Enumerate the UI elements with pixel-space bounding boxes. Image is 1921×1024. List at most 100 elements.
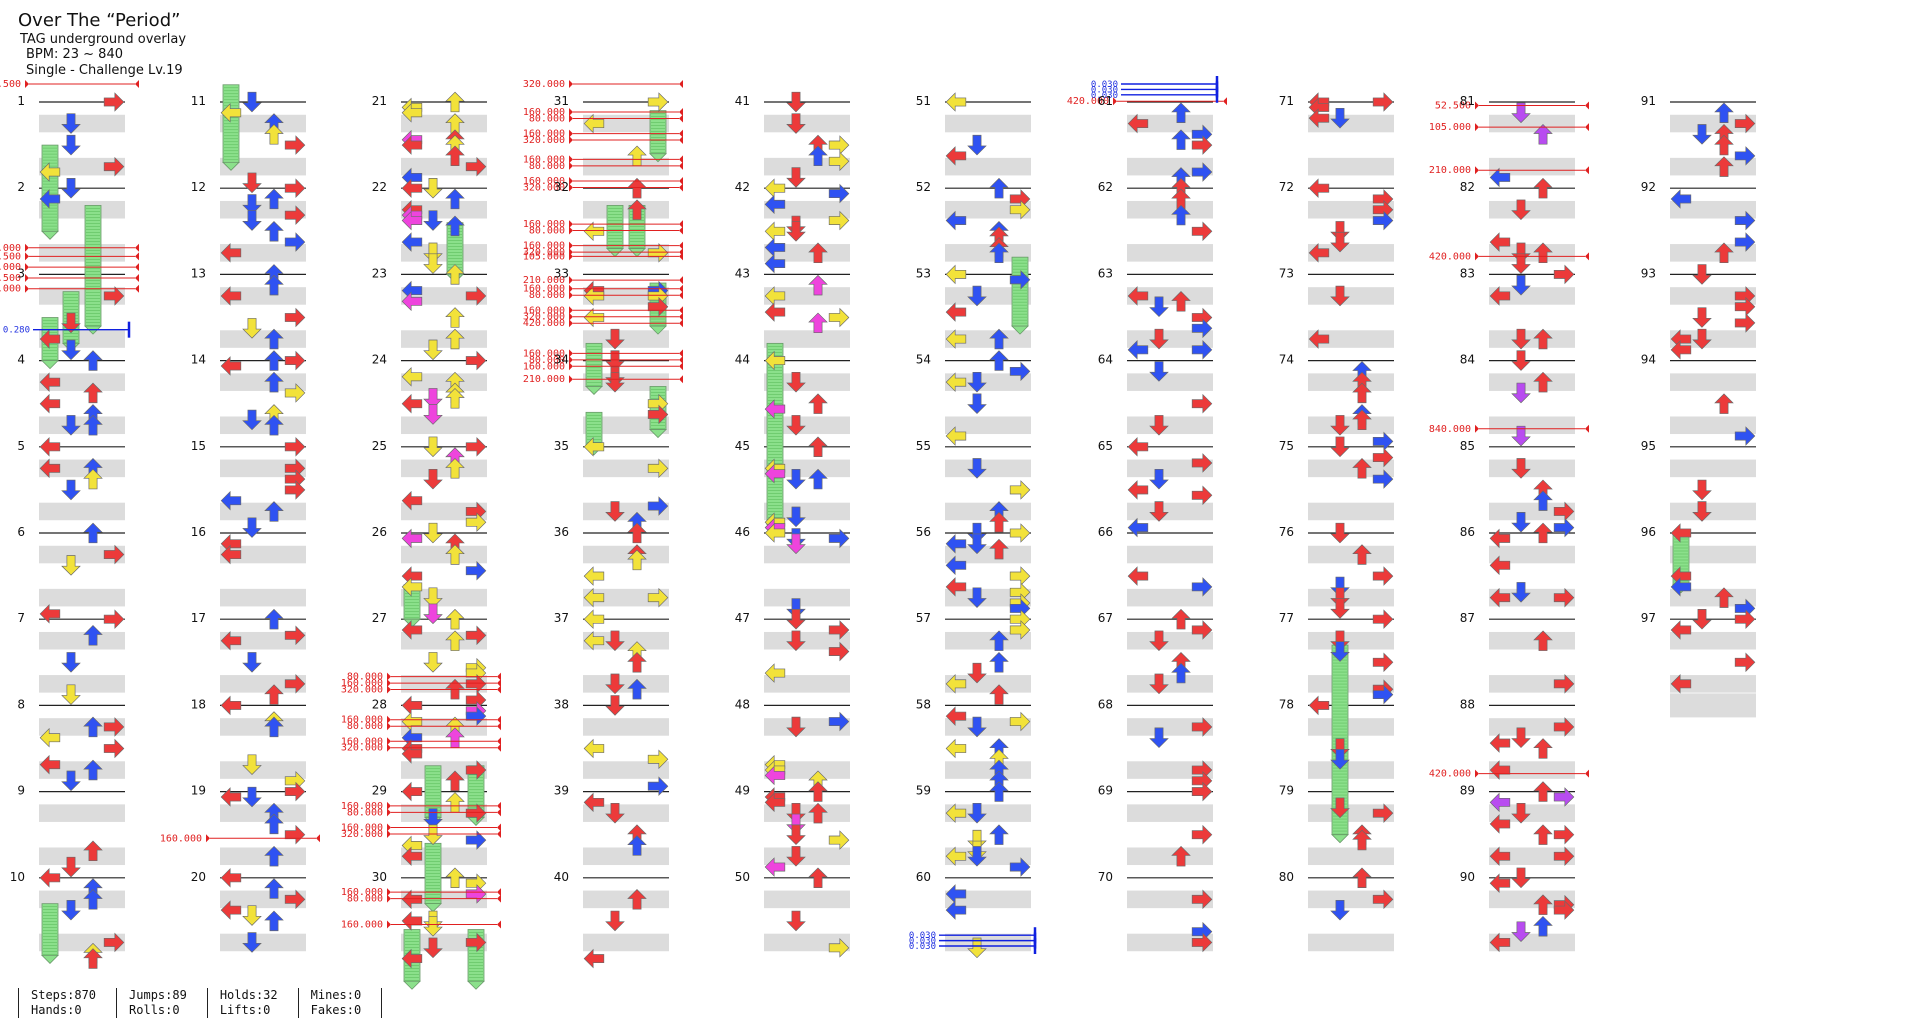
beat-band [39,761,125,779]
arrow-left-icon [1489,528,1511,548]
bpm-change-label: 160.000 [523,176,565,187]
measure-number: 79 [1279,784,1294,798]
measure-number: 29 [372,784,387,798]
bpm-marker-left [25,273,29,282]
bpm-marker-right [497,672,501,681]
bpm-marker-left [387,685,391,694]
measure-number: 82 [1460,180,1475,194]
bpm-marker-right [679,319,683,328]
measure-number: 62 [1098,180,1113,194]
beat-band [1127,373,1213,391]
beat-band [1670,459,1756,478]
arrow-left-icon [401,911,423,931]
measure-number: 74 [1279,353,1294,367]
measure-number: 19 [191,784,206,798]
beat-band [1308,200,1394,219]
arrow-right-icon [465,690,487,710]
bpm-marker-left [25,252,29,261]
bpm-marker-right [679,226,683,235]
beat-band [1489,330,1575,348]
beat-band [1308,330,1394,348]
measure-number: 38 [554,697,569,711]
beat-band [1670,114,1756,133]
arrow-down-icon [242,517,262,538]
arrow-down-icon [1692,307,1712,328]
arrow-left-icon [401,178,423,198]
stat-lifts: Lifts:0 [219,1003,271,1017]
bpm-change-label: 320.000 [341,829,383,840]
bpm-marker-left [1475,123,1479,132]
bpm-marker-left [569,183,573,192]
arrow-left-icon [401,782,423,802]
bpm-change-label: 80.000 [347,894,383,905]
measure-number: 4 [17,353,25,367]
bpm-marker-right [679,252,683,261]
bpm-marker-left [387,672,391,681]
arrow-down-icon [967,393,987,414]
beat-band [401,675,487,693]
bpm-marker-right [679,129,683,138]
bpm-marker-right [1585,123,1589,132]
bpm-marker-right [135,252,139,261]
bpm-change-label: 160.000 [523,107,565,118]
measure-number: 16 [191,525,206,539]
arrow-right-icon [1372,652,1394,672]
bpm-change-label: 210.000 [523,275,565,286]
bpm-change-label: 320.000 [341,743,383,754]
beat-band [1127,631,1213,650]
beat-band [220,890,306,909]
measure-number: 42 [735,180,750,194]
bpm-change-label: 160.000 [341,801,383,812]
arrow-left-icon [39,868,61,888]
arrow-right-icon [1009,480,1031,500]
arrow-right-icon [1553,264,1575,284]
bpm-marker-right [679,362,683,371]
measure-number: 85 [1460,439,1475,453]
beat-band [1489,157,1575,176]
arrow-right-icon [103,92,125,112]
bpm-marker-right [497,679,501,688]
arrow-up-icon [627,652,647,673]
bpm-marker-left [25,243,29,252]
beat-band [1489,459,1575,478]
arrow-left-icon [401,394,423,414]
beat-band [583,502,669,521]
beat-band [764,804,850,822]
beat-band [945,890,1031,909]
arrow-right-icon [1372,92,1394,112]
bpm-change-label: 320.000 [523,182,565,193]
bpm-marker-right [679,291,683,300]
beat-band [1127,588,1213,607]
arrow-left-icon [583,609,605,629]
beat-band [945,287,1031,305]
beat-band [945,933,1031,952]
beat-band [39,373,125,391]
beat-band [583,157,669,176]
measure-number: 24 [372,353,387,367]
arrow-up-icon [808,393,828,414]
measure-number: 52 [916,180,931,194]
arrow-left-icon [945,739,967,758]
measure-number: 30 [372,870,387,884]
beat-band [764,287,850,305]
beat-band [220,114,306,133]
bpm-marker-left [569,80,573,88]
bpm-marker-right [497,920,501,929]
beat-band [1308,502,1394,521]
arrow-left-icon [945,264,967,284]
beat-band [1489,545,1575,564]
stats-col-mines: Mines:0 Fakes:0 [297,988,383,1018]
measure-number: 2 [17,180,25,194]
bpm-change-label: 52.500 [1435,101,1471,112]
hold-end [403,618,421,628]
arrow-right-icon [1009,566,1031,586]
beat-band [764,588,850,607]
beat-band [401,545,487,564]
beat-band [583,804,669,822]
measure-number: 14 [191,353,206,367]
beat-band [945,675,1031,693]
stat-holds: Holds:32 [219,988,278,1002]
bpm-marker-left [387,737,391,746]
arrow-right-icon [828,528,850,548]
measure-number: 92 [1641,180,1656,194]
